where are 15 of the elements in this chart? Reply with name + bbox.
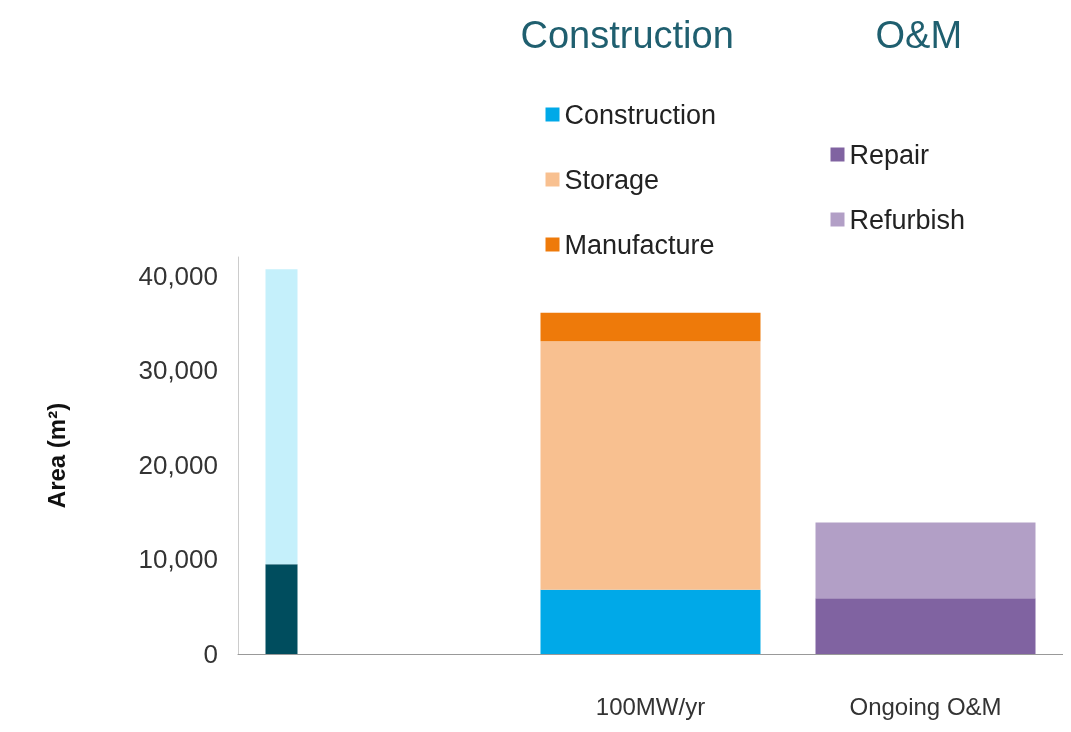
y-axis-title: Area (m²) bbox=[42, 402, 70, 509]
legend-label: Construction bbox=[564, 99, 717, 130]
legend-label: Storage bbox=[564, 164, 660, 195]
y-tick-label: 30,000 bbox=[138, 355, 218, 386]
legend-label: Manufacture bbox=[564, 229, 715, 260]
legend-label: Refurbish bbox=[849, 204, 966, 235]
y-tick-label: 40,000 bbox=[138, 260, 218, 291]
x-tick-label: Ongoing O&M bbox=[849, 692, 1002, 720]
text: Construction bbox=[520, 14, 734, 56]
x-tick-label: 100MW/yr bbox=[595, 692, 706, 720]
y-tick-label: 0 bbox=[203, 639, 218, 669]
legend-label: Repair bbox=[849, 139, 930, 170]
y-tick-label: 20,000 bbox=[138, 449, 218, 480]
y-tick-label: 10,000 bbox=[138, 544, 218, 575]
text: O&M bbox=[875, 14, 963, 56]
